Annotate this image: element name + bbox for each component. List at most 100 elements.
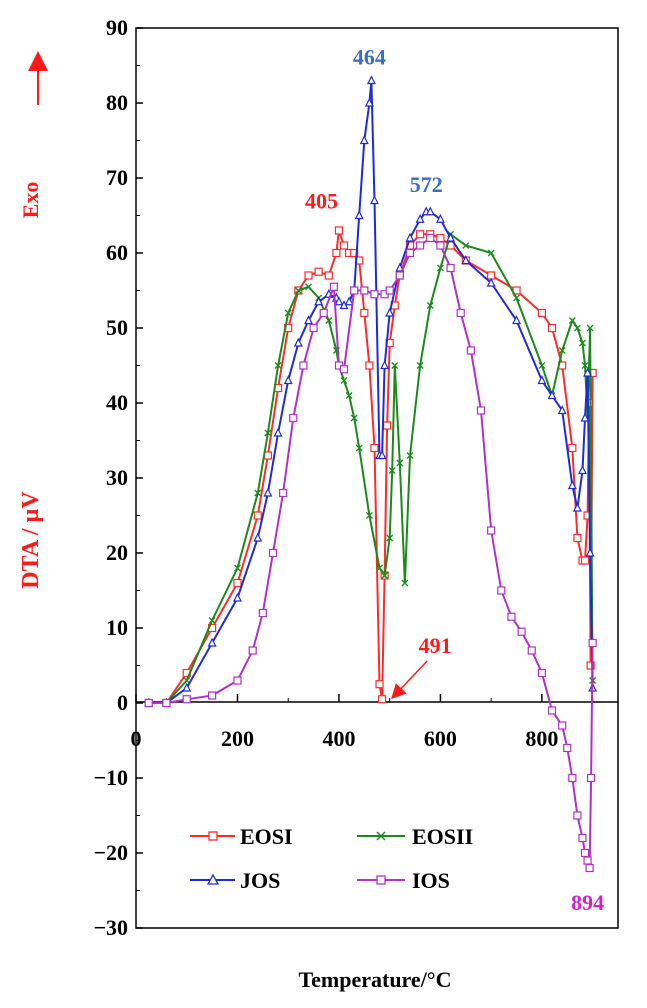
point-jos-9 bbox=[293, 337, 303, 347]
point-eosii-35 bbox=[538, 362, 546, 369]
point-jos-14 bbox=[334, 296, 344, 306]
point-eosi-25 bbox=[383, 421, 392, 430]
y-tick-label-40: 40 bbox=[106, 390, 128, 415]
annotations: 405 464 572 491 894 bbox=[305, 45, 604, 916]
point-eosi-12 bbox=[324, 271, 333, 280]
point-eosii-43 bbox=[586, 324, 594, 332]
point-ios-26 bbox=[446, 263, 455, 273]
point-jos-21 bbox=[366, 75, 376, 85]
point-jos-24 bbox=[377, 450, 387, 460]
point-eosii-19 bbox=[365, 512, 373, 519]
y-tick-label-50: 50 bbox=[106, 315, 128, 340]
point-ios-9 bbox=[289, 413, 298, 423]
point-ios-4 bbox=[233, 676, 242, 685]
x-tick-label-800: 800 bbox=[525, 726, 558, 751]
point-ios-16 bbox=[350, 286, 359, 295]
point-ios-15 bbox=[339, 365, 349, 374]
point-ios-29 bbox=[476, 406, 486, 415]
series-eosii bbox=[145, 230, 597, 707]
point-eosii-4 bbox=[234, 564, 241, 572]
point-jos-10 bbox=[304, 315, 313, 325]
x-axis: 0 200 400 600 800 bbox=[131, 694, 618, 751]
point-jos-11 bbox=[314, 296, 324, 306]
point-jos-19 bbox=[359, 135, 369, 145]
point-eosii-18 bbox=[355, 444, 363, 452]
legend-item-eosii: EOSII bbox=[357, 824, 473, 849]
annotation-405: 405 bbox=[305, 189, 338, 214]
annotation-464: 464 bbox=[353, 45, 386, 70]
point-eosii-8 bbox=[284, 309, 292, 317]
point-eosii-3 bbox=[208, 617, 216, 624]
legend-label-jos: JOS bbox=[240, 868, 280, 893]
point-jos-3 bbox=[207, 637, 217, 647]
point-jos-34 bbox=[461, 255, 471, 265]
legend-marker-eosii bbox=[376, 831, 386, 841]
y-axis-label: DTA / µV bbox=[18, 491, 44, 589]
point-ios-12 bbox=[319, 308, 328, 318]
point-eosii-16 bbox=[345, 392, 353, 399]
point-eosii-23 bbox=[388, 467, 396, 474]
x-tick-label-400: 400 bbox=[322, 726, 355, 751]
point-ios-11 bbox=[309, 323, 318, 333]
point-eosi-13 bbox=[332, 248, 341, 258]
y-tick-label-60: 60 bbox=[106, 240, 128, 265]
point-ios-37 bbox=[558, 721, 567, 730]
y-tick-label-10: −10 bbox=[93, 765, 128, 790]
point-eosii-9 bbox=[294, 287, 302, 294]
point-eosi-43 bbox=[580, 556, 590, 565]
x-tick-label-0: 0 bbox=[131, 726, 142, 751]
point-ios-1 bbox=[162, 698, 171, 708]
point-ios-36 bbox=[547, 706, 557, 715]
point-jos-37 bbox=[537, 375, 547, 385]
annotation-572: 572 bbox=[410, 172, 443, 197]
point-eosii-29 bbox=[426, 302, 434, 309]
point-jos-2 bbox=[182, 682, 192, 692]
point-ios-24 bbox=[426, 233, 435, 243]
y-tick-label-10: 10 bbox=[106, 615, 128, 640]
legend-marker-eosi bbox=[208, 831, 218, 841]
point-ios-13 bbox=[329, 282, 338, 291]
point-eosii-30 bbox=[436, 264, 444, 272]
point-ios-10 bbox=[299, 361, 308, 370]
legend-label-eosii: EOSII bbox=[412, 824, 473, 849]
point-ios-17 bbox=[360, 286, 369, 295]
point-jos-42 bbox=[578, 465, 587, 475]
legend-label-ios: IOS bbox=[412, 868, 450, 893]
point-ios-20 bbox=[385, 286, 394, 295]
point-eosii-10 bbox=[305, 283, 312, 291]
point-jos-44 bbox=[583, 367, 593, 377]
annotation-491: 491 bbox=[419, 633, 452, 658]
point-jos-28 bbox=[405, 232, 415, 242]
point-ios-46 bbox=[588, 638, 597, 648]
annotation-894: 894 bbox=[571, 890, 604, 915]
series-line-eosii bbox=[148, 232, 594, 704]
y-tick-label-70: 70 bbox=[106, 165, 128, 190]
y-tick-label-30: −30 bbox=[93, 915, 128, 940]
y-tick-label-90: 90 bbox=[106, 15, 128, 40]
point-eosi-22 bbox=[375, 680, 384, 689]
point-ios-43 bbox=[583, 856, 592, 865]
point-eosii-39 bbox=[573, 324, 581, 332]
point-eosii-38 bbox=[568, 317, 576, 324]
point-eosi-19 bbox=[360, 308, 369, 318]
point-ios-31 bbox=[497, 586, 506, 595]
series-layer bbox=[144, 75, 598, 873]
point-eosi-21 bbox=[370, 443, 379, 453]
point-ios-23 bbox=[416, 241, 425, 250]
point-ios-18 bbox=[370, 290, 379, 299]
point-ios-21 bbox=[395, 271, 404, 280]
point-jos-25 bbox=[380, 360, 390, 370]
point-jos-41 bbox=[572, 502, 582, 512]
point-jos-18 bbox=[354, 210, 364, 220]
point-jos-5 bbox=[253, 532, 263, 542]
y-tick-label-30: 30 bbox=[106, 465, 128, 490]
point-ios-28 bbox=[466, 346, 475, 355]
point-ios-2 bbox=[182, 695, 191, 704]
point-eosi-32 bbox=[436, 233, 445, 243]
point-ios-0 bbox=[144, 698, 153, 708]
point-ios-30 bbox=[487, 526, 496, 535]
point-jos-33 bbox=[446, 232, 456, 242]
y-tick-label-20: −20 bbox=[93, 840, 128, 865]
point-ios-27 bbox=[456, 308, 465, 318]
